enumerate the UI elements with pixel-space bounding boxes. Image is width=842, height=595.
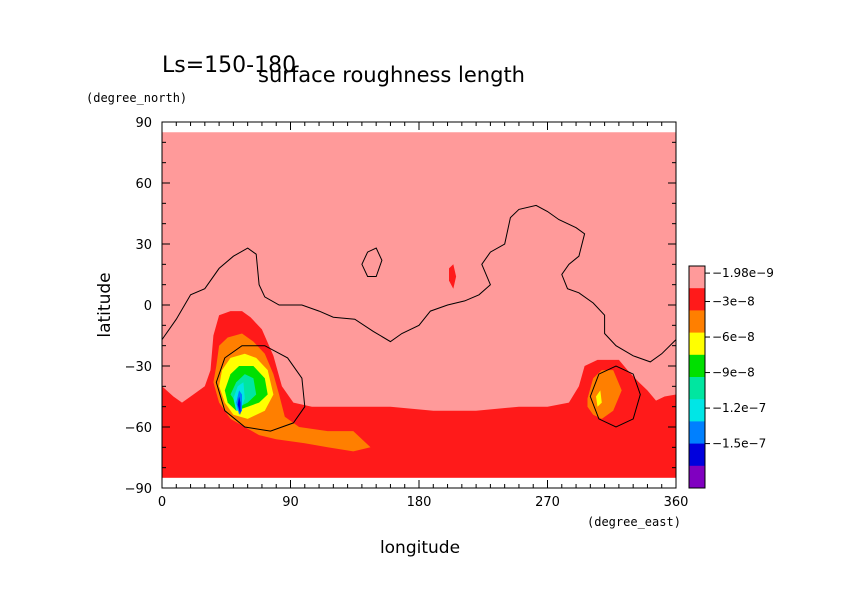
y-tick-label: −30 bbox=[125, 360, 152, 375]
x-tick-label: 90 bbox=[282, 495, 299, 510]
colorbar-swatch bbox=[689, 421, 705, 445]
colorbar-swatch bbox=[689, 310, 705, 334]
colorbar-swatch bbox=[689, 332, 705, 356]
region-darkblue-blob bbox=[237, 396, 241, 415]
region-small-red-spot bbox=[449, 264, 457, 289]
x-tick-label: 0 bbox=[158, 495, 166, 510]
y-tick-label: −60 bbox=[125, 421, 152, 436]
y-tick-label: 0 bbox=[144, 299, 152, 314]
x-tick-label: 270 bbox=[535, 495, 560, 510]
plot-contours bbox=[161, 204, 677, 432]
axis-tick-labels: 0 90 180 270 360 −90 −60 −30 0 30 60 90 bbox=[125, 116, 689, 510]
region-small-yellow-spot bbox=[596, 390, 602, 407]
y-tick-label: 90 bbox=[135, 116, 152, 131]
contour-dichotomy-line bbox=[161, 204, 677, 363]
colorbar-swatch bbox=[689, 465, 705, 489]
contour-small-ring bbox=[361, 247, 383, 277]
x-tick-label: 180 bbox=[407, 495, 432, 510]
plot-fills bbox=[162, 132, 676, 478]
colorbar-label: −6e−8 bbox=[712, 330, 755, 344]
colorbar-swatch bbox=[689, 266, 705, 289]
colorbar: −1.98e−9 −3e−8 −6e−8 −9e−8 −1.2e−7 −1.5e−7 bbox=[688, 265, 774, 489]
contour-hellas-rim bbox=[215, 345, 306, 432]
colorbar-swatch bbox=[689, 443, 705, 467]
chart-title: surface roughness length bbox=[258, 63, 525, 87]
y-tick-label: −90 bbox=[125, 482, 152, 497]
y-tick-label: 30 bbox=[135, 238, 152, 253]
colorbar-swatch bbox=[689, 288, 705, 311]
y-axis-label: latitude bbox=[95, 272, 115, 337]
x-axis-label: longitude bbox=[380, 538, 460, 558]
colorbar-swatch bbox=[689, 354, 705, 378]
x-unit-label: (degree_east) bbox=[587, 515, 681, 529]
colorbar-label: −1.98e−9 bbox=[712, 266, 774, 280]
colorbar-label: −9e−8 bbox=[712, 366, 755, 380]
colorbar-swatch bbox=[689, 377, 705, 400]
colorbar-label: −1.2e−7 bbox=[712, 401, 766, 415]
colorbar-label: −1.5e−7 bbox=[712, 437, 766, 451]
region-background bbox=[162, 132, 676, 478]
chart-subtitle: Ls=150-180 bbox=[162, 53, 296, 78]
colorbar-label: −3e−8 bbox=[712, 295, 755, 309]
colorbar-swatch bbox=[689, 399, 705, 422]
y-unit-label: (degree_north) bbox=[86, 91, 187, 105]
contour-argyre-rim bbox=[589, 365, 641, 428]
colorbar-frame bbox=[688, 265, 706, 489]
y-tick-label: 60 bbox=[135, 177, 152, 192]
axis-ticks bbox=[161, 121, 677, 489]
x-tick-label: 360 bbox=[664, 495, 689, 510]
